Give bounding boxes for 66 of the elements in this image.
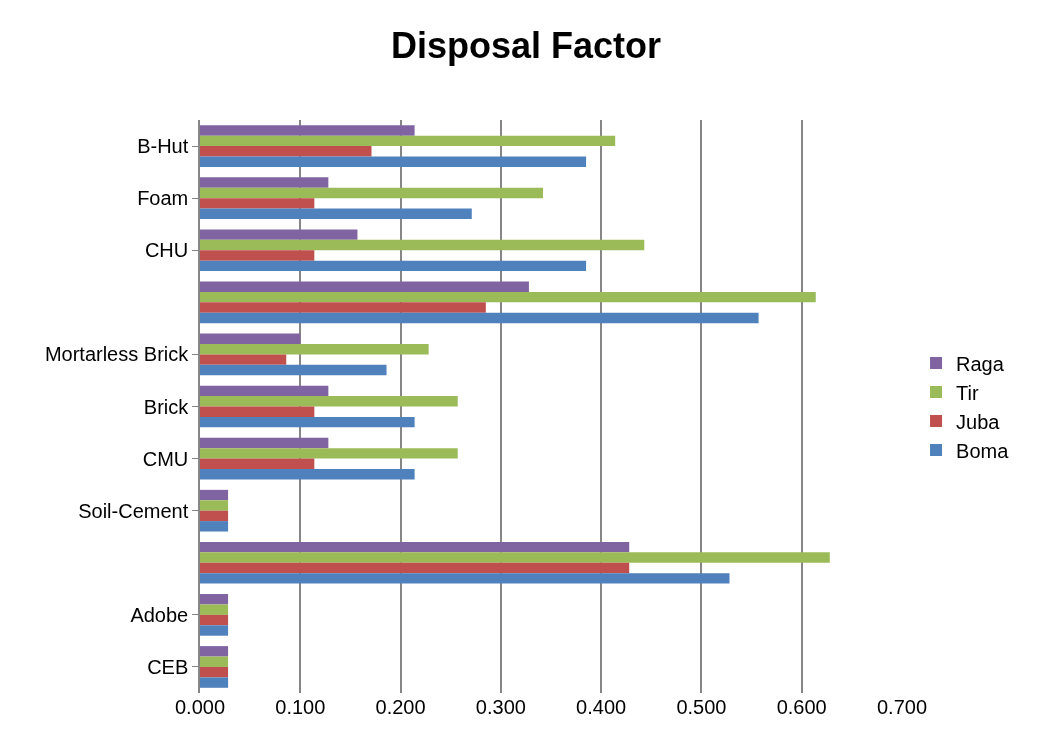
legend-label: Juba <box>956 410 1001 433</box>
legend-label: Boma <box>956 439 1010 462</box>
bar <box>200 489 229 501</box>
bar <box>200 302 486 313</box>
bar <box>200 594 229 605</box>
x-tick-label: 0.300 <box>475 696 526 718</box>
bar <box>200 677 229 688</box>
bar <box>200 198 315 209</box>
bar <box>200 437 329 449</box>
bar <box>200 239 645 251</box>
bar <box>200 646 229 657</box>
bar <box>200 614 229 626</box>
bar <box>200 177 329 188</box>
x-tick-label: 0.400 <box>576 696 627 718</box>
bar <box>200 385 329 397</box>
bar <box>200 666 229 678</box>
bar <box>200 656 229 667</box>
bar <box>200 229 358 240</box>
bar <box>200 604 229 615</box>
bar <box>200 250 315 261</box>
bar <box>200 260 587 272</box>
x-tick-label: 0.700 <box>876 696 928 718</box>
y-tick-label: CHU <box>144 239 189 262</box>
bar <box>200 521 229 532</box>
bar <box>200 458 315 470</box>
bar <box>200 281 529 292</box>
bar <box>200 312 759 324</box>
bar <box>200 406 315 417</box>
bar <box>200 291 816 303</box>
x-tick-label: 0.000 <box>174 696 226 718</box>
bar <box>200 469 415 480</box>
bar <box>200 500 229 511</box>
y-tick-label: Brick <box>143 395 190 418</box>
bar <box>200 396 458 407</box>
bar <box>200 135 616 147</box>
x-tick-label: 0.200 <box>375 696 426 718</box>
bar <box>200 510 229 522</box>
chart-title: Disposal Factor <box>390 25 662 67</box>
legend-label: Raga <box>956 352 1005 375</box>
bar <box>200 573 730 584</box>
y-tick-label: B-Hut <box>137 135 189 158</box>
bar <box>200 364 387 376</box>
bar <box>200 156 587 167</box>
bar <box>200 354 287 365</box>
bar <box>200 625 229 636</box>
bar <box>200 448 458 459</box>
legend-label: Tir <box>956 381 979 404</box>
bar <box>200 333 301 344</box>
y-tick-label: Soil-Cement <box>78 499 189 522</box>
x-tick-label: 0.100 <box>275 696 326 718</box>
y-tick-label: Mortarless Brick <box>44 343 190 366</box>
y-tick-label: Adobe <box>130 603 189 626</box>
y-tick-label: Foam <box>137 187 189 210</box>
x-tick-label: 0.500 <box>676 696 727 718</box>
bar <box>200 146 372 157</box>
bar <box>200 187 543 199</box>
bar <box>200 208 472 219</box>
bar <box>200 562 630 574</box>
x-tick-label: 0.600 <box>776 696 827 718</box>
y-tick-label: CMU <box>142 447 189 470</box>
bar <box>200 552 830 563</box>
bar <box>200 125 415 136</box>
bar <box>200 541 630 553</box>
y-tick-label: CEB <box>147 655 189 678</box>
bar <box>200 416 415 428</box>
bar <box>200 343 429 355</box>
